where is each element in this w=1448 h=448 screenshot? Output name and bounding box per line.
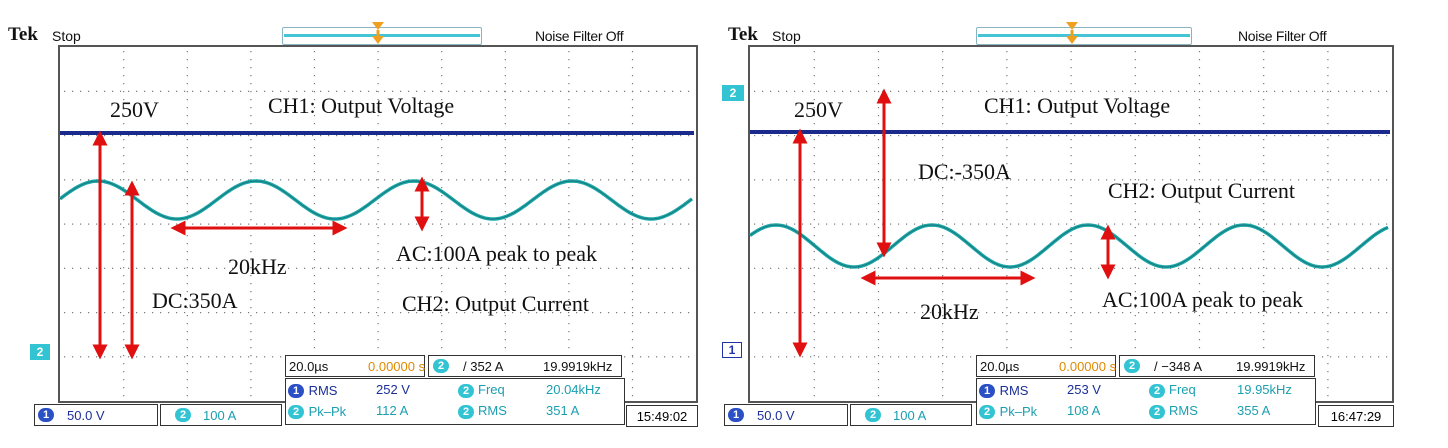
meas-channel-chip-2: 2 (458, 384, 475, 398)
meas-name: RMS (999, 383, 1029, 398)
ch1-scale: 50.0 V (67, 408, 105, 423)
ch2-current-trace-core (59, 180, 693, 220)
measurement-panel[interactable]: 1 RMS 253 V 2 Freq 19.95kHz 2 Pk–Pk 108 … (976, 378, 1316, 425)
ch2-scale-box[interactable]: 2 100 A (160, 404, 282, 426)
meas-value-2: 19.95kHz (1237, 382, 1292, 397)
meas-value: 112 A (376, 403, 409, 418)
meas-value: 252 V (376, 382, 410, 397)
meas-name-2: RMS (478, 403, 507, 418)
meas-channel-chip-2: 2 (1149, 405, 1166, 419)
timebase-value: 20.0µs (980, 359, 1020, 374)
trigger-level: / −348 A (1154, 359, 1203, 374)
ch2-chip: 2 (175, 408, 192, 422)
meas-name-2: RMS (1169, 403, 1198, 418)
acquisition-state: Stop (772, 28, 801, 44)
meas-value-2: 20.04kHz (546, 382, 601, 397)
top-status-bar: Tek Stop Noise Filter Off (720, 0, 1424, 62)
ch1-chip: 1 (38, 408, 55, 422)
trigger-level: / 352 A (463, 359, 504, 374)
voltage-level-label: 250V (794, 97, 843, 122)
dc-label: DC:350A (152, 288, 238, 313)
waveform-graticule[interactable] (58, 45, 698, 403)
acquisition-state: Stop (52, 28, 81, 44)
meas-channel-chip-2: 2 (1149, 384, 1166, 398)
meas-name: RMS (308, 383, 338, 398)
trigger-frequency: 19.9919kHz (543, 359, 613, 374)
frequency-label: 20kHz (228, 254, 287, 279)
ch2-chip: 2 (865, 408, 882, 422)
clock: 15:49:02 (626, 405, 698, 427)
voltage-level-label: 250V (110, 97, 159, 122)
ch1-scale: 50.0 V (757, 408, 795, 423)
ch2-title-label: CH2: Output Current (402, 291, 589, 316)
trigger-readout[interactable]: 2 / −348 A 19.9919kHz (1119, 355, 1315, 377)
ch1-voltage-trace (60, 131, 694, 135)
annotation-arrows (792, 88, 1116, 358)
trigger-readout[interactable]: 2 / 352 A 19.9919kHz (428, 355, 622, 377)
waveform-traces (58, 131, 694, 221)
annotation-arrows (92, 130, 430, 360)
measurement-panel[interactable]: 1 RMS 252 V 2 Freq 20.04kHz 2 Pk–Pk 112 … (285, 378, 625, 425)
ch2-title-label: CH2: Output Current (1108, 178, 1295, 203)
brand-logo: Tek (8, 24, 38, 45)
ch2-scale: 100 A (203, 408, 237, 423)
meas-name: Pk–Pk (999, 404, 1038, 419)
ch2-current-trace-core (749, 224, 1389, 268)
ac-label: AC:100A peak to peak (396, 241, 598, 266)
meas-value-2: 355 A (1237, 403, 1271, 418)
measurement-row: 1 RMS 253 V 2 Freq 19.95kHz (979, 382, 1313, 400)
ch2-ground-marker[interactable]: 2 (722, 85, 744, 101)
meas-name-2: Freq (478, 382, 505, 397)
brand-logo: Tek (728, 24, 758, 45)
meas-channel-chip-2: 2 (458, 405, 475, 419)
trigger-channel-chip: 2 (433, 359, 450, 373)
meas-name: Pk–Pk (308, 404, 347, 419)
meas-value-2: 351 A (546, 403, 580, 418)
measurement-row: 2 Pk–Pk 112 A 2 RMS 351 A (288, 403, 622, 421)
meas-value: 108 A (1067, 403, 1101, 418)
ch1-ground-marker[interactable]: 1 (722, 342, 742, 358)
timebase-value: 20.0µs (289, 359, 329, 374)
ch2-scale: 100 A (893, 408, 927, 423)
measurement-row: 1 RMS 252 V 2 Freq 20.04kHz (288, 382, 622, 400)
scope-screen-left: Tek Stop Noise Filter Off 250V CH1: Outp… (0, 0, 704, 448)
delay-value: 0.00000 s (368, 359, 426, 374)
ch1-scale-box[interactable]: 1 50.0 V (34, 404, 158, 426)
trigger-frequency: 19.9919kHz (1236, 359, 1306, 374)
meas-value: 253 V (1067, 382, 1101, 397)
record-view-bar[interactable] (976, 27, 1192, 45)
ch2-scale-box[interactable]: 2 100 A (850, 404, 972, 426)
delay-value: 0.00000 s (1059, 359, 1117, 374)
ch2-ground-marker[interactable]: 2 (30, 344, 50, 360)
ch1-title-label: CH1: Output Voltage (268, 93, 455, 118)
dc-label: DC:-350A (918, 159, 1011, 184)
measurement-row: 2 Pk–Pk 108 A 2 RMS 355 A (979, 403, 1313, 421)
meas-channel-chip: 1 (979, 383, 996, 398)
ch1-voltage-trace (750, 130, 1390, 134)
noise-filter-status: Noise Filter Off (535, 28, 624, 44)
horizontal-readout[interactable]: 20.0µs 0.00000 s (976, 355, 1116, 377)
top-status-bar: Tek Stop Noise Filter Off (0, 0, 704, 62)
graticule-grid (64, 51, 690, 397)
ac-label: AC:100A peak to peak (1102, 287, 1304, 312)
meas-channel-chip: 1 (288, 383, 305, 398)
ch1-chip: 1 (728, 408, 745, 422)
frequency-label: 20kHz (920, 299, 979, 324)
trigger-channel-chip: 2 (1124, 359, 1141, 373)
scope-screen-right: Tek Stop Noise Filter Off 250V CH1: Outp… (720, 0, 1424, 448)
clock: 16:47:29 (1318, 405, 1394, 427)
meas-channel-chip: 2 (979, 404, 996, 419)
ch1-title-label: CH1: Output Voltage (984, 93, 1171, 118)
horizontal-readout[interactable]: 20.0µs 0.00000 s (285, 355, 425, 377)
meas-name-2: Freq (1169, 382, 1196, 397)
waveform-traces (748, 130, 1390, 269)
meas-channel-chip: 2 (288, 404, 305, 419)
ch1-scale-box[interactable]: 1 50.0 V (724, 404, 848, 426)
noise-filter-status: Noise Filter Off (1238, 28, 1327, 44)
